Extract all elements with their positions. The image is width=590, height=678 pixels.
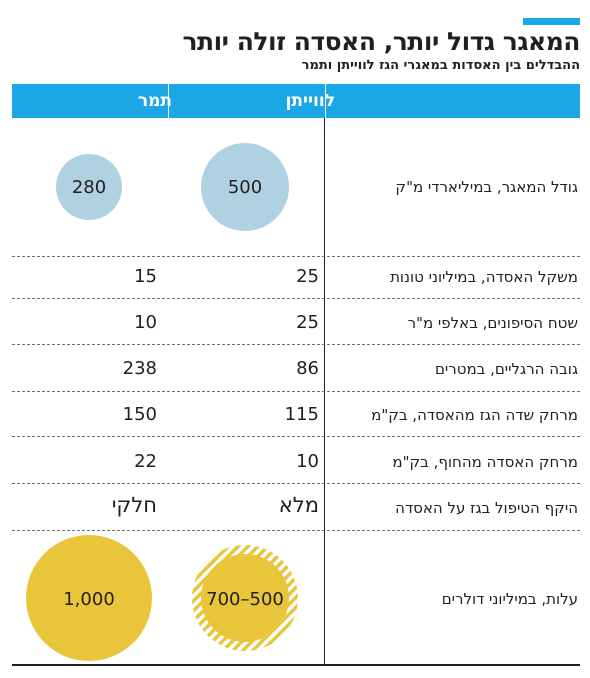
row-divider xyxy=(12,256,580,257)
tamar-leg-height: 238 xyxy=(122,358,157,379)
tamar-processing-scope: חלקי xyxy=(111,493,157,517)
row-divider xyxy=(12,530,580,531)
row-divider xyxy=(12,436,580,437)
header-divider xyxy=(168,84,169,118)
tamar-shore-distance: 22 xyxy=(134,451,157,472)
leviathan-cost-min-bubble xyxy=(201,554,289,642)
row-divider xyxy=(12,298,580,299)
column-header-tamar: תמר xyxy=(137,91,172,111)
leviathan-processing-scope: מלא xyxy=(278,493,319,517)
tamar-reservoir-label: 280 xyxy=(72,177,106,198)
table-bottom-rule xyxy=(12,664,580,666)
tamar-reservoir-bubble xyxy=(56,154,122,220)
row-label-field-distance: מרחק שדה הגז מהאסדה, בק"מ xyxy=(371,406,578,424)
accent-bar xyxy=(523,18,580,25)
row-label-platform-weight: משקל האסדה, במיליוני טונות xyxy=(390,268,578,286)
table-header xyxy=(12,84,580,118)
row-divider xyxy=(12,391,580,392)
row-label-shore-distance: מרחק האסדה מהחוף, בק"מ xyxy=(392,453,578,471)
leviathan-deck-area: 25 xyxy=(296,312,319,333)
header-divider xyxy=(325,84,326,118)
tamar-platform-weight: 15 xyxy=(134,266,157,287)
leviathan-field-distance: 115 xyxy=(284,404,319,425)
tamar-cost-label: 1,000 xyxy=(63,589,115,610)
tamar-field-distance: 150 xyxy=(122,404,157,425)
tamar-cost-bubble xyxy=(26,535,152,661)
leviathan-leg-height: 86 xyxy=(296,358,319,379)
leviathan-reservoir-bubble xyxy=(201,143,289,231)
leviathan-shore-distance: 10 xyxy=(296,451,319,472)
chart-subtitle: ההבדלים בין האסדות במאגרי הגז לווייתן ות… xyxy=(301,58,580,73)
row-label-reservoir-size: גודל המאגר, במיליארדי מ"ק xyxy=(395,178,578,196)
row-divider xyxy=(12,344,580,345)
leviathan-cost-label: 700–500 xyxy=(206,589,284,610)
row-label-cost: עלות, במיליוני דולרים xyxy=(441,590,578,608)
column-header-leviathan: לווייתן xyxy=(285,91,335,111)
label-column-divider xyxy=(324,118,325,666)
row-label-processing-scope: היקף הטיפול בגז על האסדה xyxy=(395,499,578,517)
leviathan-reservoir-label: 500 xyxy=(228,177,262,198)
row-divider xyxy=(12,483,580,484)
chart-title: המאגר גדול יותר, האסדה זולה יותר xyxy=(182,27,580,56)
row-label-deck-area: שטח הסיפונים, באלפי מ"ר xyxy=(407,314,578,332)
tamar-deck-area: 10 xyxy=(134,312,157,333)
leviathan-platform-weight: 25 xyxy=(296,266,319,287)
row-label-leg-height: גובה הרגליים, במטרים xyxy=(434,360,578,378)
